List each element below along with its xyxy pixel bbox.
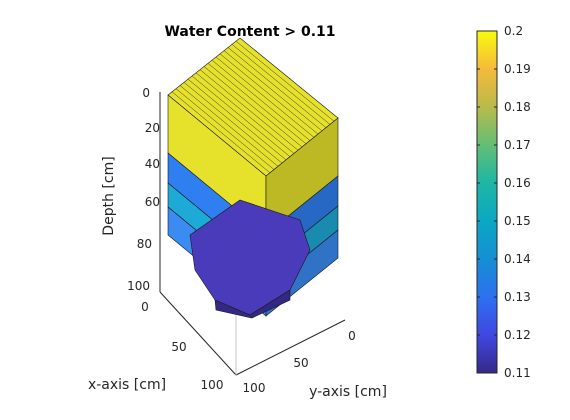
colorbar-tick-label: 0.18 (504, 100, 531, 114)
block-grid-line (183, 82, 283, 164)
block-grid-line (199, 69, 299, 151)
block-grid-line (171, 91, 271, 173)
colorbar-tick-label: 0.15 (504, 214, 531, 228)
colorbar-tick-label: 0.13 (504, 290, 531, 304)
z-axis-label: Depth [cm] (101, 156, 117, 235)
colorbar-tick-label: 0.14 (504, 252, 531, 266)
y-tick-label: 100 (243, 381, 266, 395)
y-axis-label: y-axis [cm] (309, 384, 387, 400)
block-grid-line (211, 59, 311, 141)
z-ticks: 0 20 40 60 80 100 (127, 86, 160, 293)
z-tick-label: 20 (145, 121, 160, 135)
z-tick-label: 100 (127, 279, 150, 293)
block-grid-line (223, 50, 323, 132)
colorbar-tick-label: 0.2 (504, 24, 523, 38)
block-grid-line (219, 53, 319, 135)
y-ticks: 0 50 100 (243, 329, 356, 395)
y-tick-label: 0 (348, 329, 356, 343)
x-axis-line (159, 291, 237, 376)
z-tick-label: 60 (145, 195, 160, 209)
block-grid-line (187, 78, 287, 161)
colorbar-tick-label: 0.16 (504, 176, 531, 190)
block-grid-line (235, 40, 335, 122)
chart-title: Water Content > 0.11 (164, 24, 335, 40)
x-tick-label: 100 (201, 378, 224, 392)
colorbar-ticks: 0.11 0.12 0.13 0.14 0.15 0.16 0.17 0.18 0.19 0.2 (477, 24, 531, 380)
block-grid-line (191, 75, 291, 157)
block-core-bulb-side (214, 289, 291, 319)
colorbar-tick-label: 0.11 (504, 366, 531, 380)
colorbar-tick-label: 0.12 (504, 328, 531, 342)
z-tick-label: 40 (145, 157, 160, 171)
block-grid-line (215, 56, 315, 138)
block-grid-line (195, 72, 295, 154)
x-tick-label: 0 (141, 300, 149, 314)
x-tick-label: 50 (171, 340, 186, 354)
block-grid-line (227, 47, 327, 128)
block-grid-line (231, 44, 331, 125)
x-axis-label: x-axis [cm] (88, 377, 166, 393)
block-grid-line (175, 88, 275, 170)
block-grid-line (179, 85, 279, 167)
colorbar-tick-label: 0.19 (504, 62, 531, 76)
colorbar-tick-label: 0.17 (504, 138, 531, 152)
voxel-block (167, 37, 339, 319)
block-grid-line (203, 66, 303, 148)
y-tick-label: 50 (293, 356, 308, 370)
z-tick-label: 0 (142, 86, 150, 100)
x-ticks: 0 50 100 (141, 300, 223, 392)
y-axis-line (235, 319, 346, 376)
z-tick-label: 80 (137, 237, 152, 251)
block-grid-line (207, 63, 307, 144)
colorbar (476, 30, 498, 374)
